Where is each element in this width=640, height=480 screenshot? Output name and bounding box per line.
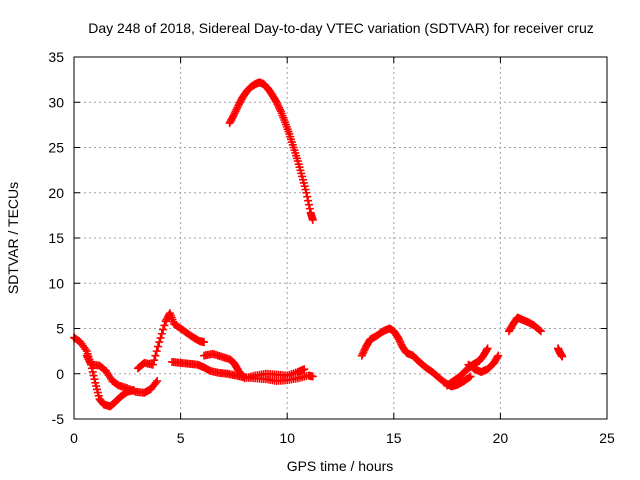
data-point [305,204,314,213]
y-tick-label: 30 [48,94,64,110]
data-point [304,200,313,209]
data-point [359,348,368,357]
data-point [303,192,312,201]
y-tick-label: 15 [48,230,64,246]
data-point [275,103,284,112]
y-tick-label: 25 [48,140,64,156]
y-tick-label: 0 [56,366,64,382]
data-point [230,109,239,118]
data-point [90,375,99,384]
data-point [89,371,98,380]
x-tick-label: 0 [70,430,78,446]
data-point [153,376,162,385]
data-point [493,353,502,362]
data-point [308,215,317,224]
data-point [148,360,157,369]
data-point [155,338,164,347]
data-point [151,351,160,360]
data-point [151,378,160,387]
series-arc-9 [464,351,503,376]
data-point [200,338,209,347]
data-point [152,347,161,356]
data-point [360,346,369,355]
series-arc-5 [200,349,309,383]
y-tick-label: 20 [48,185,64,201]
data-point [466,372,475,381]
data-point [465,373,474,382]
data-point [157,329,166,338]
data-point [483,344,492,353]
data-point [396,338,405,347]
data-point [154,342,163,351]
series-arc-10 [504,313,545,336]
data-point [536,327,545,336]
data-point [300,365,309,374]
data-point [394,335,403,344]
data-point [358,349,367,358]
data-point [558,352,567,361]
data-point [273,100,282,109]
data-point [82,351,91,360]
x-tick-labels: 0 5 10 15 20 25 [70,430,615,446]
x-tick-label: 25 [599,430,615,446]
x-tick-label: 20 [493,430,509,446]
y-tick-label: -5 [52,411,65,427]
data-point [302,188,311,197]
data-point [81,345,90,354]
data-point [88,367,97,376]
series-arc-2 [82,351,162,397]
data-point [232,105,241,114]
y-tick-label: 35 [48,49,64,65]
data-point [275,105,284,114]
data-point [84,355,93,364]
series-arc-3 [133,309,209,373]
x-axis-label: GPS time / hours [287,458,394,474]
data-point [272,98,281,107]
data-point [231,107,240,116]
x-tick-label: 15 [386,430,402,446]
data-point [229,110,238,119]
data-point [159,325,168,334]
data-point [150,356,159,365]
data-point [357,351,366,360]
y-tick-label: 5 [56,321,64,337]
data-point [83,353,92,362]
data-series [70,78,567,411]
plot-frame [73,56,608,420]
data-point [535,326,544,335]
data-point [274,101,283,110]
data-point [304,196,313,205]
data-point [394,333,403,342]
data-point [395,337,404,346]
data-point [494,351,503,360]
data-point [308,372,317,381]
series-arc-6 [225,78,317,224]
y-tick-label: 10 [48,275,64,291]
data-point [482,345,491,354]
chart-title: Day 248 of 2018, Sidereal Day-to-day VTE… [88,20,594,36]
x-tick-label: 5 [177,430,185,446]
data-point [156,333,165,342]
data-point [160,321,169,330]
y-axis-label: SDTVAR / TECUs [5,182,21,294]
y-tick-labels: -5 0 5 10 15 20 25 30 35 [48,49,64,427]
x-tick-label: 10 [279,430,295,446]
series-arc-11 [553,344,567,361]
